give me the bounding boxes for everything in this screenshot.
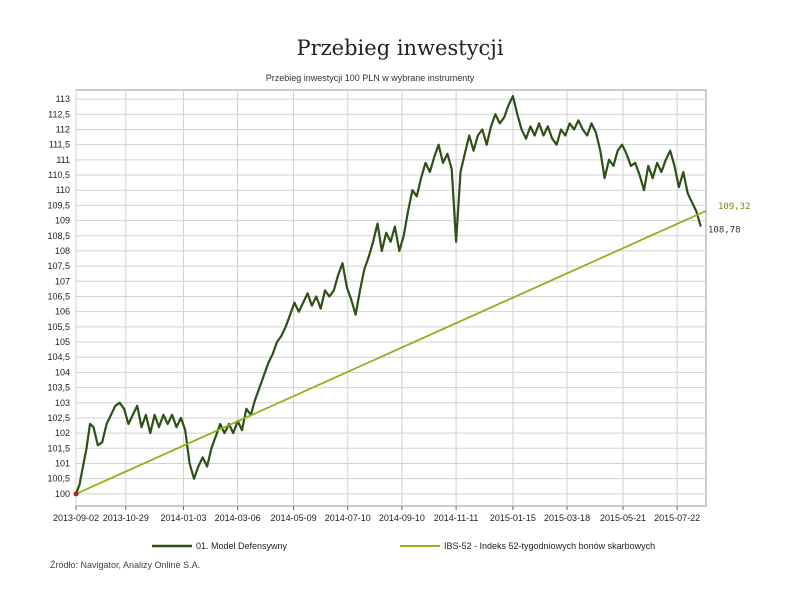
y-tick-label: 102,5 xyxy=(47,413,70,423)
end-value-label: 109,32 xyxy=(718,202,751,212)
chart-subtitle: Przebieg inwestycji 100 PLN w wybrane in… xyxy=(265,73,475,83)
series-line-model-defensywny xyxy=(74,94,702,495)
y-tick-label: 106 xyxy=(55,307,70,317)
x-tick-label: 2014-01-03 xyxy=(160,513,206,523)
x-tick-label: 2015-01-15 xyxy=(490,513,536,523)
y-tick-label: 108 xyxy=(55,246,70,256)
y-tick-label: 108,5 xyxy=(47,231,70,241)
source-note: Źródło: Navigator, Analizy Online S.A. xyxy=(50,560,201,570)
y-tick-label: 101,5 xyxy=(47,443,70,453)
x-tick-label: 2015-03-18 xyxy=(544,513,590,523)
y-tick-label: 104 xyxy=(55,367,70,377)
x-tick-label: 2015-07-22 xyxy=(654,513,700,523)
y-tick-label: 103,5 xyxy=(47,383,70,393)
y-tick-label: 109,5 xyxy=(47,200,70,210)
y-tick-label: 107,5 xyxy=(47,261,70,271)
x-tick-label: 2014-11-11 xyxy=(434,513,479,523)
y-tick-label: 106,5 xyxy=(47,291,70,301)
y-tick-label: 110 xyxy=(56,185,70,195)
y-tick-label: 107 xyxy=(55,276,70,286)
x-tick-label: 2014-03-06 xyxy=(215,513,261,523)
y-tick-label: 105,5 xyxy=(47,322,70,332)
legend-label: IBS-52 - Indeks 52-tygodniowych bonów sk… xyxy=(444,541,655,551)
y-tick-label: 102 xyxy=(55,428,70,438)
end-value-label: 108,78 xyxy=(708,226,741,236)
y-tick-label: 104,5 xyxy=(47,352,70,362)
x-tick-label: 2014-07-10 xyxy=(325,513,371,523)
y-tick-label: 112 xyxy=(56,124,70,134)
y-tick-label: 109 xyxy=(55,216,70,226)
y-tick-label: 100,5 xyxy=(47,474,70,484)
page-title: Przebieg inwestycji xyxy=(296,36,504,60)
y-tick-label: 100 xyxy=(55,489,70,499)
x-tick-label: 2013-09-02 xyxy=(53,513,99,523)
series-line-ibs-52 xyxy=(75,210,707,495)
y-tick-label: 113 xyxy=(56,94,70,104)
y-tick-label: 105 xyxy=(55,337,70,347)
legend-label: 01. Model Defensywny xyxy=(196,541,288,551)
y-tick-label: 103 xyxy=(55,398,70,408)
y-tick-label: 111 xyxy=(56,155,70,165)
y-tick-label: 101 xyxy=(55,458,70,468)
x-tick-label: 2015-05-21 xyxy=(600,513,646,523)
x-tick-label: 2013-10-29 xyxy=(103,513,149,523)
y-tick-label: 112,5 xyxy=(48,109,70,119)
y-tick-label: 110,5 xyxy=(48,170,70,180)
y-tick-label: 111,5 xyxy=(49,140,70,150)
x-tick-label: 2014-05-09 xyxy=(271,513,317,523)
plot-area xyxy=(75,89,707,507)
x-tick-label: 2014-09-10 xyxy=(379,513,425,523)
start-point-marker xyxy=(73,491,79,497)
